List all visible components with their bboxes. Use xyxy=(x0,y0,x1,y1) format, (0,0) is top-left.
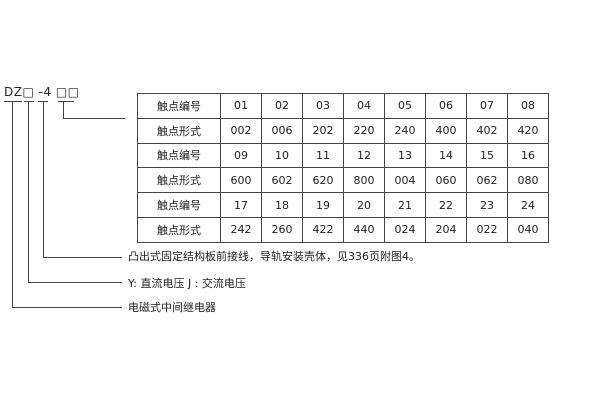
table-cell: 21 xyxy=(384,192,426,218)
table-cell: 422 xyxy=(302,216,344,243)
table-cell: 620 xyxy=(302,167,344,194)
table-cell: 05 xyxy=(384,93,426,119)
table-cell: 420 xyxy=(507,117,549,144)
leader-contact xyxy=(63,101,125,119)
table-cell: 440 xyxy=(343,216,385,243)
table-cell: 04 xyxy=(343,93,385,119)
table-cell: 07 xyxy=(466,93,508,119)
table-cell: 240 xyxy=(384,117,426,144)
table-cell: 11 xyxy=(302,142,344,169)
table-cell: 402 xyxy=(466,117,508,144)
table-cell: 06 xyxy=(425,93,467,119)
desc-voltage: Y: 直流电压 J : 交流电压 xyxy=(128,277,246,290)
table-cell: 20 xyxy=(343,192,385,218)
table-cell: 19 xyxy=(302,192,344,218)
table-cell: 022 xyxy=(466,216,508,243)
desc-structure: 凸出式固定结构板前接线，导轨安装壳体，见336页附图4。 xyxy=(128,250,420,263)
desc-relay-type: 电磁式中间继电器 xyxy=(128,301,216,314)
row-label: 触点编号 xyxy=(137,93,221,119)
table-row: 触点编号 01 02 03 04 05 06 07 08 xyxy=(137,93,549,119)
table-cell: 080 xyxy=(507,167,549,194)
table-cell: 202 xyxy=(302,117,344,144)
row-label: 触点形式 xyxy=(137,167,221,194)
table-row: 触点编号 09 10 11 12 13 14 15 16 xyxy=(137,142,549,169)
table-cell: 204 xyxy=(425,216,467,243)
table-cell: 14 xyxy=(425,142,467,169)
table-cell: 16 xyxy=(507,142,549,169)
table-cell: 13 xyxy=(384,142,426,169)
table-cell: 02 xyxy=(261,93,303,119)
table-cell: 03 xyxy=(302,93,344,119)
table-cell: 024 xyxy=(384,216,426,243)
table-cell: 17 xyxy=(220,192,262,218)
table-cell: 10 xyxy=(261,142,303,169)
table-row: 触点编号 17 18 19 20 21 22 23 24 xyxy=(137,192,549,218)
row-label: 触点编号 xyxy=(137,192,221,218)
leader-voltage xyxy=(28,101,122,283)
table-cell: 242 xyxy=(220,216,262,243)
table-cell: 08 xyxy=(507,93,549,119)
table-cell: 062 xyxy=(466,167,508,194)
table-cell: 24 xyxy=(507,192,549,218)
table-cell: 12 xyxy=(343,142,385,169)
row-label: 触点形式 xyxy=(137,117,221,144)
table-cell: 040 xyxy=(507,216,549,243)
table-row: 触点形式 002 006 202 220 240 400 402 420 xyxy=(137,117,549,144)
table-cell: 15 xyxy=(466,142,508,169)
table-cell: 060 xyxy=(425,167,467,194)
table-cell: 220 xyxy=(343,117,385,144)
table-cell: 004 xyxy=(384,167,426,194)
table-cell: 400 xyxy=(425,117,467,144)
table-row: 触点形式 242 260 422 440 024 204 022 040 xyxy=(137,216,549,243)
table-cell: 18 xyxy=(261,192,303,218)
table-cell: 22 xyxy=(425,192,467,218)
table-cell: 800 xyxy=(343,167,385,194)
table-cell: 002 xyxy=(220,117,262,144)
table-cell: 01 xyxy=(220,93,262,119)
row-label: 触点形式 xyxy=(137,216,221,243)
contact-table: 触点编号 01 02 03 04 05 06 07 08 触点形式 002 006 202 220 240 4… xyxy=(137,93,549,243)
table-cell: 09 xyxy=(220,142,262,169)
table-cell: 602 xyxy=(261,167,303,194)
table-cell: 600 xyxy=(220,167,262,194)
model-code: DZ□ -4 □□ xyxy=(4,85,80,99)
leader-structure xyxy=(43,101,122,258)
table-cell: 260 xyxy=(261,216,303,243)
table-row: 触点形式 600 602 620 800 004 060 062 080 xyxy=(137,167,549,194)
table-cell: 23 xyxy=(466,192,508,218)
leader-relay xyxy=(12,101,122,308)
table-cell: 006 xyxy=(261,117,303,144)
row-label: 触点编号 xyxy=(137,142,221,169)
